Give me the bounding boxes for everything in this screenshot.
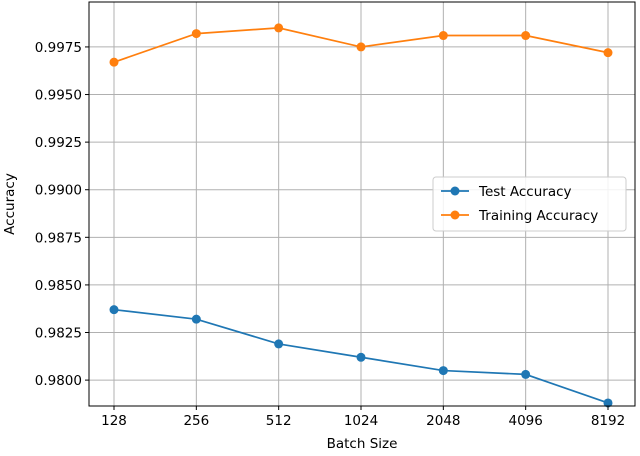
training-accuracy-point — [438, 31, 448, 41]
y-tick-label: 0.9925 — [35, 135, 82, 151]
training-accuracy-point — [521, 31, 531, 41]
training-accuracy-point — [191, 29, 201, 39]
training-accuracy-point — [274, 23, 284, 33]
y-tick-label: 0.9825 — [35, 326, 82, 342]
legend: Test Accuracy Training Accuracy — [432, 176, 627, 232]
training-accuracy-point — [109, 57, 119, 67]
legend-training-accuracy-label: Training Accuracy — [478, 208, 598, 224]
x-tick-label: 4096 — [508, 413, 542, 429]
series-group — [109, 23, 613, 408]
y-tick-label: 0.9900 — [35, 183, 82, 199]
legend-test-accuracy-label: Test Accuracy — [478, 184, 572, 200]
test-accuracy-point — [274, 339, 284, 349]
training-accuracy-point — [356, 42, 366, 52]
test-accuracy-point — [521, 369, 531, 379]
plot-area-frame — [88, 1, 636, 407]
test-accuracy-point — [356, 352, 366, 362]
x-tick-label: 256 — [183, 413, 209, 429]
y-axis-label: Accuracy — [2, 173, 18, 235]
x-tick-label: 1024 — [344, 413, 378, 429]
x-axis-label: Batch Size — [327, 436, 398, 452]
y-tick-label: 0.9975 — [35, 40, 82, 56]
legend-test-accuracy-marker — [450, 186, 460, 196]
test-accuracy-point — [191, 314, 201, 324]
x-tick-label: 128 — [101, 413, 127, 429]
x-tick-label: 2048 — [426, 413, 460, 429]
legend-box — [432, 176, 627, 232]
x-tick-label: 8192 — [591, 413, 625, 429]
test-accuracy-point — [438, 366, 448, 376]
test-accuracy-point — [603, 398, 613, 408]
y-tick-label: 0.9800 — [35, 373, 82, 389]
test-accuracy-point — [109, 305, 119, 315]
legend-training-accuracy-marker — [450, 210, 460, 220]
training-accuracy-point — [603, 48, 613, 58]
y-tick-label: 0.9950 — [35, 88, 82, 104]
axis-ticks: 128 256 512 1024 2048 4096 8192 0.9800 0.9825 0.9… — [35, 40, 625, 429]
y-tick-label: 0.9850 — [35, 278, 82, 294]
x-tick-label: 512 — [266, 413, 292, 429]
y-tick-label: 0.9875 — [35, 230, 82, 246]
